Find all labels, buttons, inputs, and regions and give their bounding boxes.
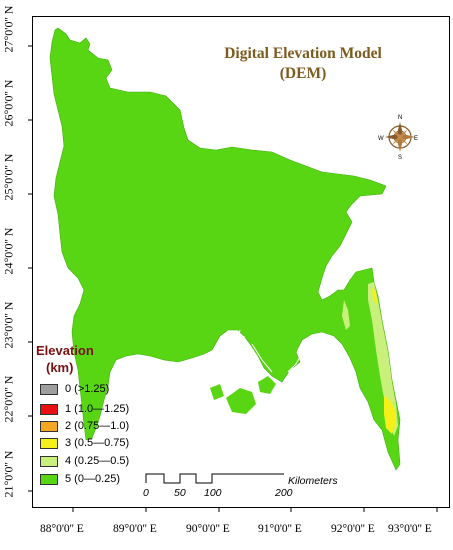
scale-unit: Kilometers [288,475,338,487]
legend-title-line1: Elevation [36,343,94,358]
map-title-line2: (DEM) [279,65,327,82]
lon-label-88: 88°0'0'' E [40,523,84,535]
axis-ticks [28,45,438,512]
legend-label: 1 (1.0—1.25) [65,403,130,415]
legend-item: 5 (0—0.25) [40,473,120,485]
island [258,376,276,394]
hill-tracts [342,282,398,436]
legend-swatch [40,437,58,449]
legend-item: 4 (0.25—0.5) [40,455,129,467]
map-title-line1: Digital Elevation Model [224,45,382,62]
legend-label: 0 (>1.25) [65,383,110,395]
lon-label-93: 93°0'0'' E [388,523,432,535]
legend-item: 2 (0.75—1.0) [40,420,129,432]
mid-elevation-zone [384,396,396,434]
lon-label-91: 91°0'0'' E [258,523,302,535]
legend-label: 4 (0.25—0.5) [65,455,130,467]
scale-tick-100: 100 [204,487,222,499]
legend-swatch [40,403,58,415]
highland-zone [368,282,398,436]
legend-item: 3 (0.5—0.75) [40,437,129,449]
legend-item: 1 (1.0—1.25) [40,403,129,415]
compass-rose-icon [385,122,415,152]
legend-title-line2: (km) [46,360,74,375]
compass-s: S [398,155,402,161]
legend-swatch [40,420,58,432]
compass-e: E [414,136,418,142]
lon-label-89: 89°0'0'' E [113,523,157,535]
delta-islands [210,376,276,414]
legend-item: 0 (>1.25) [40,383,109,395]
legend-swatch [40,455,58,467]
map-title: Digital Elevation Model (DEM) [198,44,408,84]
scale-tick-50: 50 [174,487,186,499]
legend-title: Elevation (km) [36,342,94,376]
compass-n: N [398,115,402,121]
lon-label-90: 90°0'0'' E [186,523,230,535]
mid-elevation-zone [372,288,377,304]
legend-swatch [40,473,58,485]
island [226,388,256,414]
legend-swatch [40,383,58,395]
highland-zone [342,300,350,330]
legend-label: 3 (0.5—0.75) [65,437,130,449]
scale-bar [145,473,284,484]
country-landmass [49,27,401,471]
legend-label: 5 (0—0.25) [65,473,121,485]
scale-tick-200: 200 [275,487,293,499]
legend-label: 2 (0.75—1.0) [65,420,130,432]
island [210,384,224,400]
compass-w: W [378,136,384,142]
delta-channels [105,329,305,437]
lon-label-92: 92°0'0'' E [331,523,375,535]
scale-tick-0: 0 [143,487,149,499]
